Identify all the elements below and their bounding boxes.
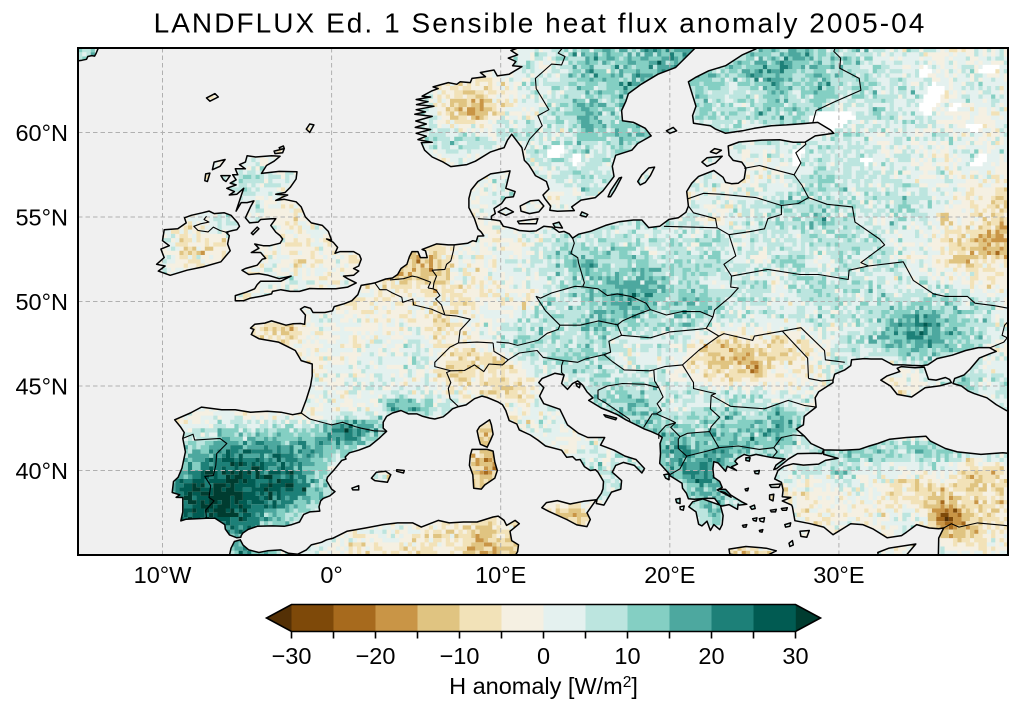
svg-text:30: 30 xyxy=(782,643,808,669)
svg-text:55°N: 55°N xyxy=(15,204,68,230)
svg-text:0°: 0° xyxy=(320,562,342,588)
svg-text:LANDFLUX Ed. 1 Sensible heat f: LANDFLUX Ed. 1 Sensible heat flux anomal… xyxy=(154,8,927,39)
svg-text:45°N: 45°N xyxy=(15,373,68,399)
svg-text:−20: −20 xyxy=(356,643,396,669)
svg-text:−30: −30 xyxy=(272,643,312,669)
svg-text:H anomaly [W/m2]: H anomaly [W/m2] xyxy=(449,673,638,699)
svg-text:20: 20 xyxy=(698,643,724,669)
svg-text:20°E: 20°E xyxy=(644,562,695,588)
svg-text:0: 0 xyxy=(537,643,550,669)
svg-text:−10: −10 xyxy=(440,643,480,669)
svg-text:40°N: 40°N xyxy=(15,458,68,484)
svg-text:60°N: 60°N xyxy=(15,120,68,146)
svg-text:10°E: 10°E xyxy=(475,562,526,588)
svg-text:10: 10 xyxy=(614,643,640,669)
svg-text:10°W: 10°W xyxy=(134,562,193,588)
svg-text:30°E: 30°E xyxy=(813,562,864,588)
svg-text:50°N: 50°N xyxy=(15,289,68,315)
